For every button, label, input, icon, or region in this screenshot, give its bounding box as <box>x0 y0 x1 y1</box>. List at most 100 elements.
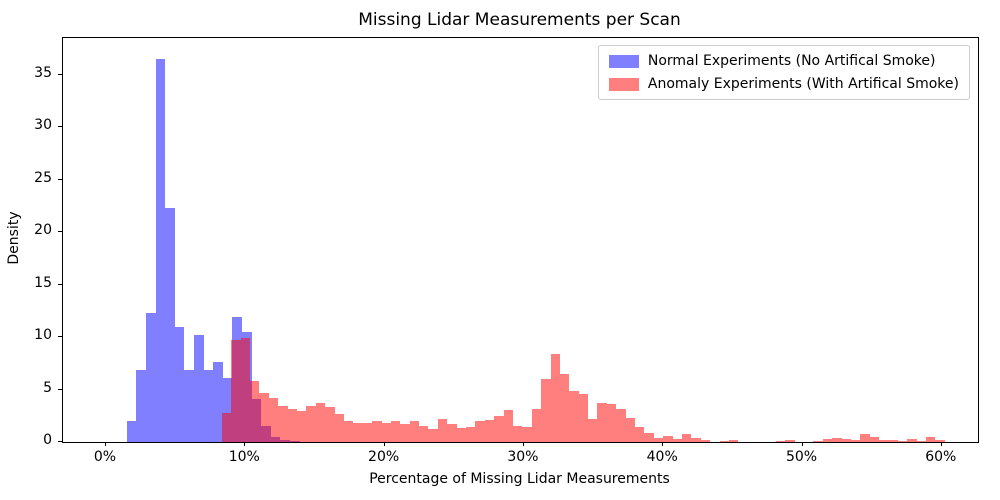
plot-area: Normal Experiments (No Artifical Smoke) A… <box>62 37 979 443</box>
histogram-bar-anomaly <box>419 426 429 442</box>
histogram-bar-anomaly <box>578 394 589 442</box>
histogram-bar-anomaly <box>409 421 420 442</box>
legend-swatch-normal <box>608 54 639 68</box>
histogram-bar-anomaly <box>775 440 786 442</box>
histogram-bar-anomaly <box>813 441 823 442</box>
histogram-bar-anomaly <box>888 440 898 442</box>
histogram-bar-anomaly <box>437 419 448 442</box>
y-tick-mark <box>58 178 62 180</box>
y-tick-label: 15 <box>34 274 52 291</box>
histogram-bar-anomaly <box>897 440 908 442</box>
histogram-bar-anomaly <box>850 440 861 442</box>
histogram-bar-normal <box>213 362 223 442</box>
x-tick-mark <box>940 442 942 446</box>
histogram-bar-anomaly <box>466 427 476 442</box>
histogram-bar-anomaly <box>700 440 711 442</box>
histogram-bar-anomaly <box>390 421 401 442</box>
histogram-bar-anomaly <box>343 420 354 442</box>
histogram-bar-normal <box>203 369 214 442</box>
histogram-bar-anomaly <box>259 392 269 442</box>
histogram-bar-anomaly <box>334 413 344 442</box>
histogram-bar-anomaly <box>278 406 288 442</box>
histogram-bar-anomaly <box>550 354 560 442</box>
histogram-bar-anomaly <box>916 440 927 442</box>
x-tick-mark <box>522 442 524 446</box>
histogram-bar-normal <box>184 369 194 442</box>
histogram-bar-normal <box>145 312 156 442</box>
histogram-bar-normal <box>193 334 204 442</box>
x-tick-label: 50% <box>785 449 818 465</box>
histogram-bar-anomaly <box>522 427 532 442</box>
histogram-bar-normal <box>126 421 137 442</box>
histogram-bar-anomaly <box>240 338 251 442</box>
histogram-bar-anomaly <box>785 440 795 442</box>
histogram-bar-normal <box>165 208 175 442</box>
histogram-bar-anomaly <box>494 415 504 442</box>
histogram-bar-anomaly <box>926 436 936 442</box>
histogram-bar-anomaly <box>484 419 495 442</box>
histogram-bar-anomaly <box>297 411 307 442</box>
histogram-bar-anomaly <box>635 427 645 442</box>
y-tick-mark <box>58 336 62 338</box>
histogram-bar-anomaly <box>287 409 298 442</box>
histogram-bar-anomaly <box>879 440 889 442</box>
histogram-bar-anomaly <box>475 421 485 442</box>
histogram-bar-anomaly <box>512 426 523 442</box>
legend-item-anomaly: Anomaly Experiments (With Artifical Smok… <box>608 76 959 92</box>
histogram-bar-anomaly <box>569 390 579 442</box>
x-tick-label: 10% <box>228 449 260 465</box>
histogram-bar-anomaly <box>841 438 851 442</box>
histogram-bar-anomaly <box>606 404 617 442</box>
histogram-bar-anomaly <box>935 439 945 442</box>
y-tick-mark <box>58 283 62 285</box>
histogram-bar-anomaly <box>616 409 626 442</box>
histogram-bar-anomaly <box>625 417 635 442</box>
y-tick-label: 10 <box>34 327 52 344</box>
histogram-bar-anomaly <box>362 422 373 442</box>
histogram-bar-anomaly <box>306 406 316 442</box>
y-tick-mark <box>58 126 62 128</box>
histogram-bar-anomaly <box>353 422 363 442</box>
histogram-bar-anomaly <box>325 406 335 442</box>
y-tick-mark <box>58 73 62 75</box>
x-tick-label: 60% <box>925 449 957 465</box>
y-tick-label: 5 <box>43 379 52 396</box>
histogram-bar-anomaly <box>231 339 241 442</box>
y-tick-label: 0 <box>43 432 52 448</box>
histogram-bar-normal <box>222 378 233 442</box>
y-tick-mark <box>58 388 62 390</box>
histogram-bar-anomaly <box>681 433 692 442</box>
x-tick-mark <box>383 442 385 446</box>
histogram-bar-anomaly <box>268 397 279 442</box>
chart-title: Missing Lidar Measurements per Scan <box>358 10 681 30</box>
histogram-bar-anomaly <box>531 409 542 442</box>
histogram-bar-anomaly <box>869 436 880 442</box>
histogram-bar-normal <box>155 59 166 442</box>
histogram-bar-anomaly <box>644 432 654 442</box>
histogram-bar-anomaly <box>221 412 232 442</box>
histogram-bar-anomaly <box>559 374 570 442</box>
legend-swatch-anomaly <box>608 77 639 91</box>
histogram-bar-anomaly <box>653 437 664 442</box>
legend: Normal Experiments (No Artifical Smoke) A… <box>597 45 970 100</box>
y-tick-label: 20 <box>34 222 52 239</box>
y-tick-mark <box>58 231 62 233</box>
y-tick-label: 30 <box>34 117 52 134</box>
histogram-bar-anomaly <box>728 440 739 442</box>
histogram-bar-anomaly <box>456 427 466 442</box>
histogram-bar-anomaly <box>822 438 833 442</box>
x-tick-label: 20% <box>368 449 400 465</box>
x-tick-mark <box>105 442 106 446</box>
histogram-bar-anomaly <box>428 429 438 442</box>
histogram-bar-anomaly <box>860 434 870 442</box>
histogram-bar-anomaly <box>832 438 842 442</box>
histogram-bar-anomaly <box>381 422 391 442</box>
x-tick-label: 0% <box>93 449 117 465</box>
histogram-bar-anomaly <box>541 379 551 442</box>
histogram-bar-anomaly <box>907 438 917 442</box>
histogram-bar-anomaly <box>588 419 598 442</box>
histogram-bar-anomaly <box>672 438 682 442</box>
histogram-bar-anomaly <box>719 441 729 442</box>
x-tick-mark <box>662 442 664 446</box>
